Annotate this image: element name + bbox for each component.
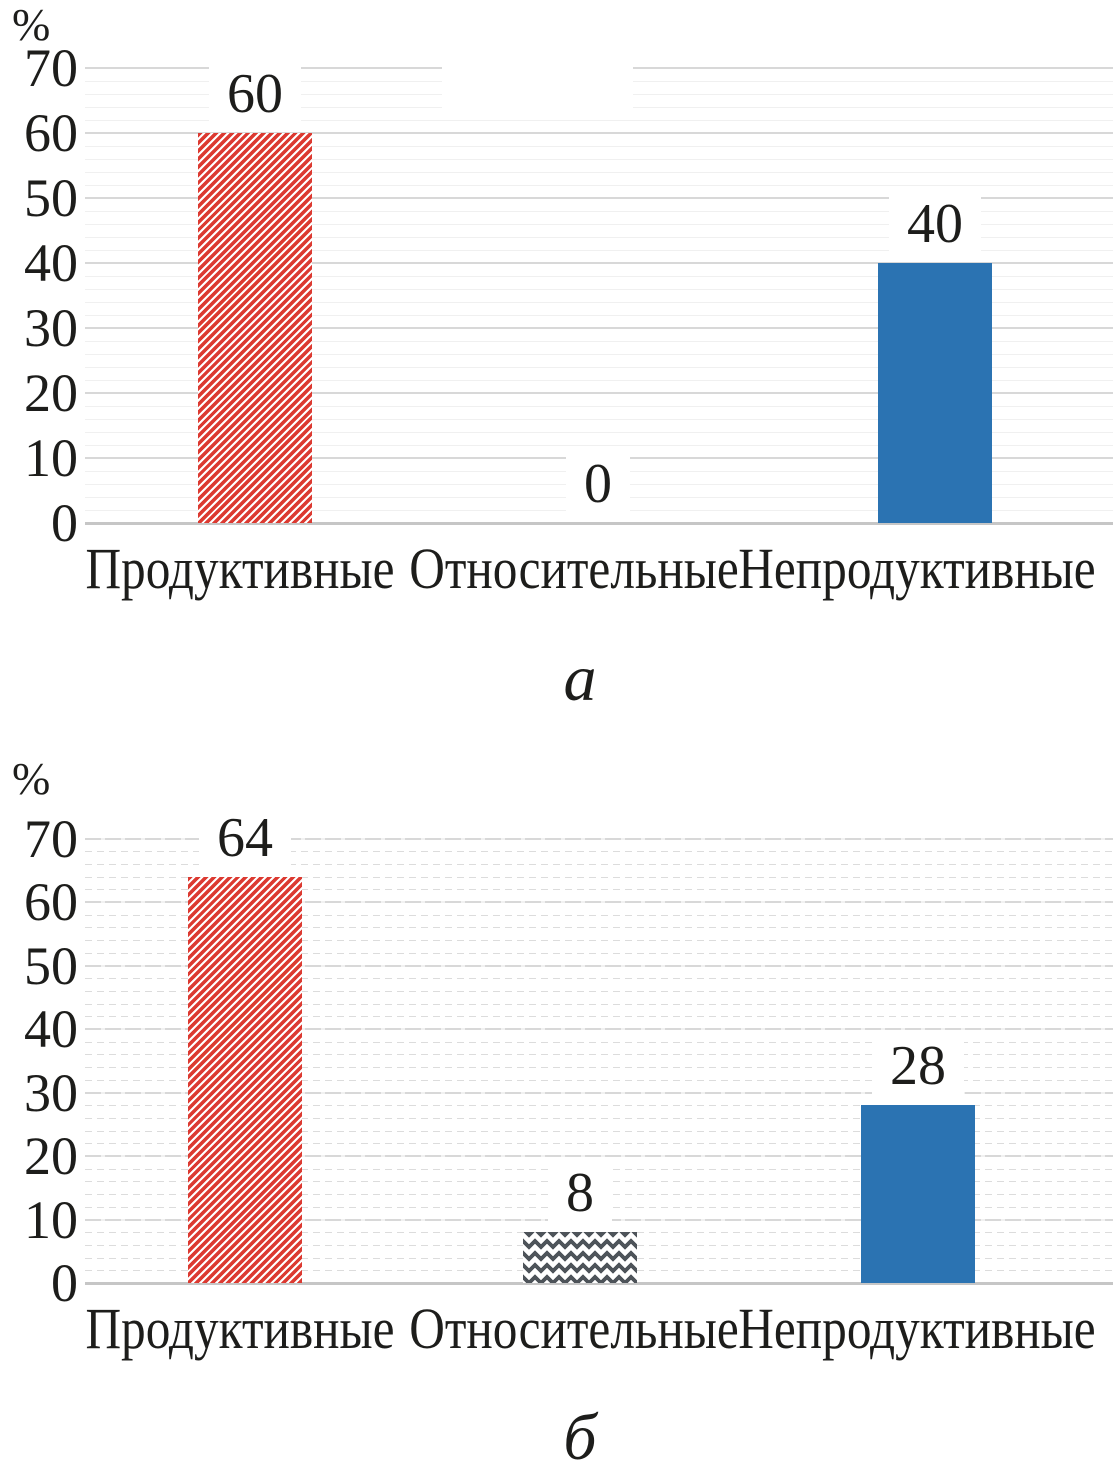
minor-gridline [85,1117,1113,1119]
minor-gridline [85,863,1113,865]
y-tick-label: 0 [51,1253,78,1313]
major-gridline [85,1028,1113,1030]
y-tick-label: 30 [24,298,78,358]
y-tick-label: 30 [24,1062,78,1123]
x-axis-line [85,522,1113,525]
panel-b-caption: б [563,1401,597,1474]
category-label: Относительные [409,536,739,601]
y-axis-unit-label: % [12,753,51,804]
y-tick-label: 40 [24,999,78,1059]
category-label: Относительные [409,1296,739,1361]
minor-gridline [85,1143,1113,1145]
major-gridline [85,901,1113,903]
minor-gridline [85,952,1113,954]
minor-gridline [85,876,1113,878]
y-tick-label: 20 [24,363,78,423]
minor-gridline [85,185,1113,186]
x-axis-line [85,1282,1113,1285]
minor-gridline [85,940,1113,942]
minor-gridline [85,851,1113,853]
y-axis-unit-label: % [12,0,51,50]
bar-value-label: 0 [566,453,630,515]
minor-gridline [85,211,1113,212]
minor-gridline [85,445,1113,446]
panel-a-caption: а [563,642,597,715]
y-tick-label: 40 [24,233,78,293]
bar-value-label: 28 [872,1035,964,1098]
minor-gridline [85,889,1113,891]
major-gridline [85,837,1113,840]
chart-panel-a: % а 0 10 20 30 40 50 60 70 60 0 40 Продуктивные Отно… [12,0,1113,715]
label-background-artifact [442,50,633,114]
category-label: Непродуктивные [738,1296,1096,1361]
bar-value-label: 40 [889,193,981,255]
minor-gridline [85,224,1113,225]
minor-gridline [85,159,1113,160]
major-gridline [85,262,1113,264]
y-tick-label: 60 [24,103,78,163]
minor-gridline [85,315,1113,316]
minor-gridline [85,146,1113,147]
y-tick-label: 10 [24,1189,78,1250]
minor-gridline [85,341,1113,342]
minor-gridline [85,432,1113,433]
y-tick-label: 10 [24,428,78,488]
y-tick-label: 70 [24,38,78,98]
minor-gridline [85,289,1113,290]
minor-gridline [85,172,1113,173]
bar-value-label: 60 [209,63,301,125]
minor-gridline [85,978,1113,980]
category-label: Продуктивные [85,1296,395,1361]
minor-gridline [85,1079,1113,1081]
minor-gridline [85,120,1113,121]
minor-gridline [85,1105,1113,1107]
minor-gridline [85,1130,1113,1132]
minor-gridline [85,990,1113,992]
y-tick-label: 70 [24,808,78,869]
minor-gridline [85,927,1113,929]
y-tick-label: 50 [24,168,78,228]
bar-relative [523,1232,637,1283]
minor-gridline [85,354,1113,355]
minor-gridline [85,1054,1113,1056]
major-gridline [85,1091,1113,1094]
major-gridline [85,197,1113,199]
minor-gridline [85,419,1113,420]
major-gridline [85,327,1113,329]
chart-panel-b: % б 0 10 20 30 40 50 60 70 64 8 28 Продуктивные Отно… [0,754,1113,1484]
bar-value-label: 64 [199,806,291,869]
category-label: Продуктивные [85,536,395,601]
minor-gridline [85,250,1113,251]
y-tick-label: 50 [24,935,78,996]
minor-gridline [85,380,1113,381]
bar-nonproductive [861,1105,975,1283]
y-tick-label: 20 [24,1126,78,1186]
minor-gridline [85,1003,1113,1005]
major-gridline [85,392,1113,394]
bar-productive [198,133,312,523]
minor-gridline [85,1041,1113,1043]
bar-nonproductive [878,263,992,523]
category-label: Непродуктивные [738,536,1096,601]
minor-gridline [85,276,1113,277]
minor-gridline [85,302,1113,303]
minor-gridline [85,914,1113,916]
bar-productive [188,876,302,1283]
major-gridline [85,132,1113,134]
minor-gridline [85,1067,1113,1069]
minor-gridline [85,237,1113,238]
major-gridline [85,1155,1113,1157]
y-tick-label: 0 [51,493,78,553]
major-gridline [85,964,1113,967]
y-tick-label: 60 [24,872,78,932]
minor-gridline [85,1016,1113,1018]
minor-gridline [85,406,1113,407]
minor-gridline [85,367,1113,368]
bar-value-label: 8 [548,1162,612,1225]
